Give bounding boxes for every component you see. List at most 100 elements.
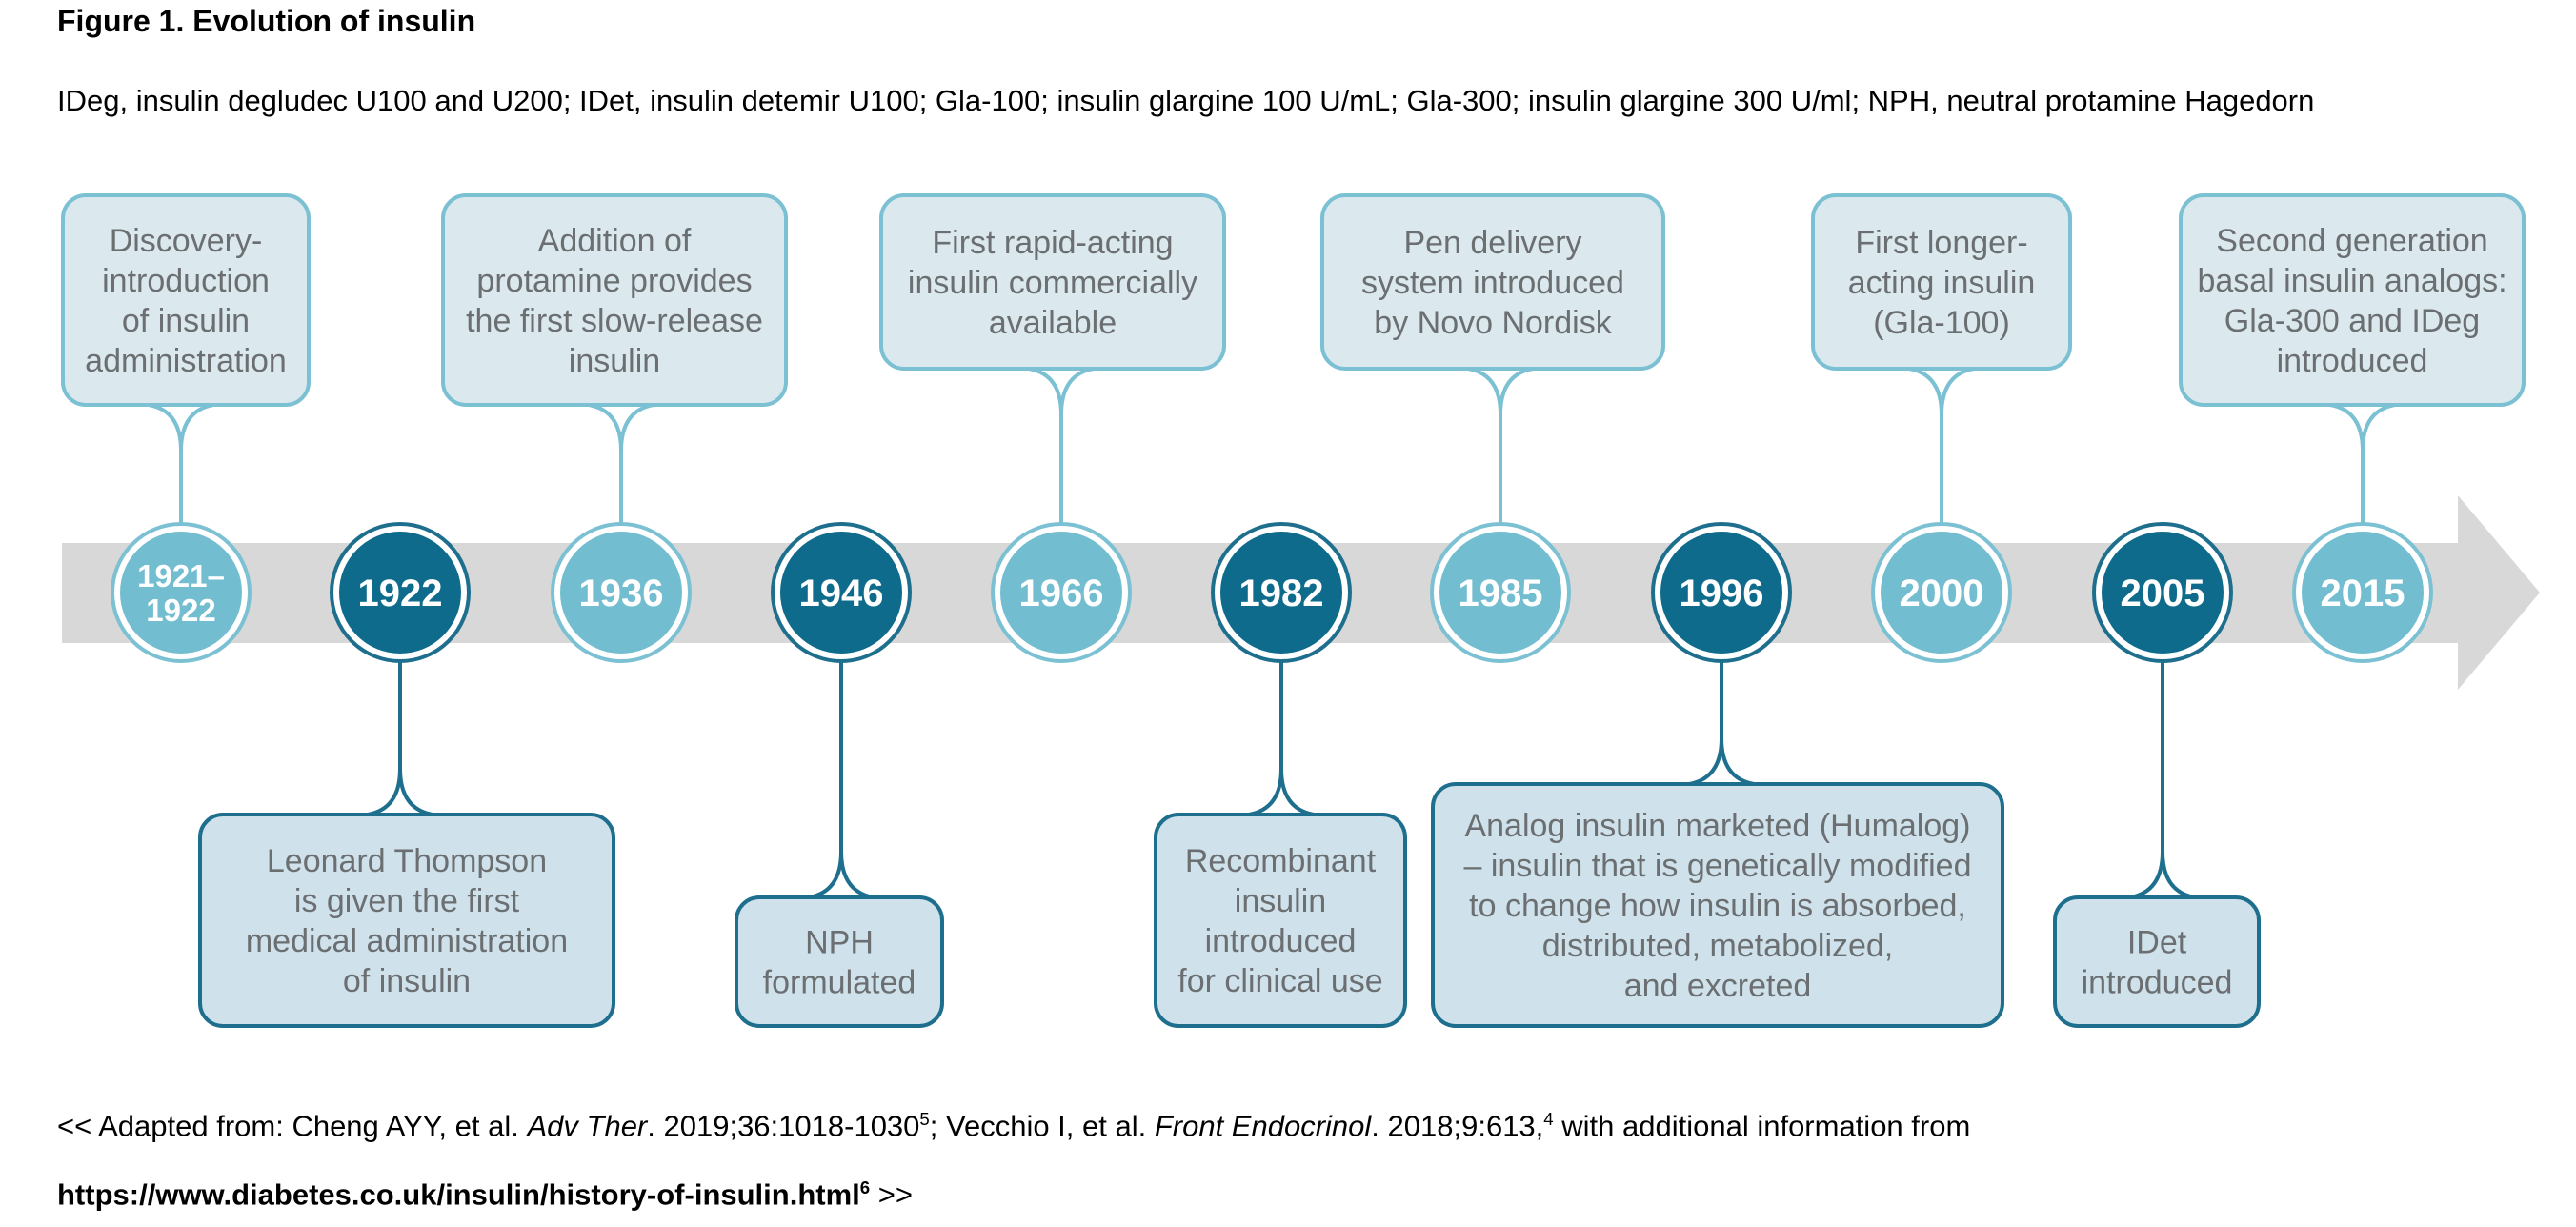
callout-text-line: insulin xyxy=(569,343,660,379)
callout-text-line: IDet xyxy=(2127,925,2187,961)
callout-text-line: Leonard Thompson xyxy=(267,843,547,879)
callout-text-line: Gla-300 and IDeg xyxy=(2224,303,2480,339)
callout-box-1996 xyxy=(1431,782,2004,1028)
year-label: 1921– xyxy=(137,558,225,593)
callout-text-line: First longer- xyxy=(1855,225,2027,261)
callout-box-1985 xyxy=(1320,193,1665,371)
citation-prefix: << Adapted from: Cheng AYY, et al. xyxy=(57,1109,528,1143)
callout-text-line: introduced xyxy=(2082,965,2233,1001)
callout-text-line: medical administration xyxy=(246,923,568,959)
callout-text-line: for clinical use xyxy=(1177,963,1382,999)
callout-text-line: First rapid-acting xyxy=(932,225,1173,261)
callout-text-line: by Novo Nordisk xyxy=(1374,305,1612,341)
callout-text-line: insulin xyxy=(1235,883,1326,919)
insulin-timeline-diagram: Discovery-introduction of insulin administ… xyxy=(61,193,2540,1028)
connector-1985 xyxy=(1467,367,1534,524)
year-label: 1922 xyxy=(358,573,443,614)
callout-text-line: acting insulin xyxy=(1848,265,2036,301)
callout-text-line: basal insulin analogs: xyxy=(2197,263,2506,299)
callout-text-line: Analog insulin marketed (Humalog) xyxy=(1464,808,1970,844)
callout-text-line: Pen delivery xyxy=(1403,225,1581,261)
year-label: 1922 xyxy=(146,593,215,628)
callout-text-line: available xyxy=(989,305,1117,341)
year-marker-19211922 xyxy=(120,532,242,654)
callout-box-1982 xyxy=(1154,813,1407,1028)
callouts-layer: Discovery-introduction of insulin administ… xyxy=(61,193,2526,1028)
connector-1922 xyxy=(367,661,433,816)
figure-title: Figure 1. Evolution of insulin xyxy=(57,4,476,38)
callout-text-line: introduction xyxy=(102,263,270,299)
callout-text-line: introduced xyxy=(2277,343,2428,379)
year-marker-2000 xyxy=(1881,532,2002,654)
callout-text-line: formulated xyxy=(763,965,916,1001)
connector-1982 xyxy=(1248,661,1315,816)
citation-journal-2: Front Endocrinol xyxy=(1154,1109,1372,1143)
year-label: 1985 xyxy=(1459,573,1543,614)
year-marker-1966 xyxy=(1000,532,1122,654)
connector-1996 xyxy=(1688,661,1755,786)
connector-2015 xyxy=(2329,403,2396,524)
callout-box-1922 xyxy=(198,813,615,1028)
callout-text-line: distributed, metabolized, xyxy=(1542,928,1894,964)
callout-text-line: of insulin xyxy=(343,963,471,999)
callout-text-line: administration xyxy=(85,343,287,379)
year-label: 2000 xyxy=(1900,573,1984,614)
callout-text-line: Recombinant xyxy=(1185,843,1377,879)
citation-end: >> xyxy=(870,1177,913,1212)
connector-2000 xyxy=(1908,367,1975,524)
callout-text-line: insulin commercially xyxy=(908,265,1197,301)
connector-1966 xyxy=(1028,367,1095,524)
citation-ref-2: . 2018;9:613, xyxy=(1371,1109,1544,1143)
callout-text-line: introduced xyxy=(1205,923,1357,959)
connector-1936 xyxy=(588,403,654,524)
year-marker-1936 xyxy=(560,532,682,654)
citation-sup-2: 4 xyxy=(1543,1109,1554,1129)
callout-text-line: NPH xyxy=(805,925,874,961)
year-label: 1982 xyxy=(1239,573,1324,614)
callout-text-line: (Gla-100) xyxy=(1873,305,2010,341)
year-label: 2015 xyxy=(2321,573,2405,614)
year-label: 2005 xyxy=(2121,573,2205,614)
year-marker-2005 xyxy=(2102,532,2224,654)
connector-1946 xyxy=(808,661,875,899)
year-label: 1996 xyxy=(1680,573,1764,614)
callout-box-19211922 xyxy=(61,193,311,407)
abbreviations-caption: IDeg, insulin degludec U100 and U200; ID… xyxy=(57,84,2315,117)
source-url-link[interactable]: https://www.diabetes.co.uk/insulin/histo… xyxy=(57,1177,860,1212)
citation-journal-1: Adv Ther xyxy=(527,1109,648,1143)
callout-box-2015 xyxy=(2179,193,2526,407)
source-citation: << Adapted from: Cheng AYY, et al. Adv T… xyxy=(57,1109,1970,1143)
source-url-line: https://www.diabetes.co.uk/insulin/histo… xyxy=(57,1177,913,1212)
citation-sup-1: 5 xyxy=(919,1109,930,1129)
citation-ref-1: . 2019;36:1018-1030 xyxy=(647,1109,920,1143)
callout-text-line: is given the first xyxy=(294,883,520,919)
year-marker-1922 xyxy=(339,532,461,654)
citation-suffix: with additional information from xyxy=(1553,1109,1971,1143)
callout-text-line: Addition of xyxy=(538,223,692,259)
callout-box-2000 xyxy=(1811,193,2072,371)
citation-mid: ; Vecchio I, et al. xyxy=(929,1109,1155,1143)
callout-box-1946 xyxy=(735,895,944,1028)
callout-text-line: Discovery- xyxy=(110,223,263,259)
year-markers-layer: 1921–1922 1922 1936 1946 1966 1982 1985 1996 200… xyxy=(111,522,2433,663)
year-label: 1936 xyxy=(579,573,664,614)
callout-text-line: system introduced xyxy=(1361,265,1624,301)
callout-box-2005 xyxy=(2053,895,2261,1028)
callout-box-1936 xyxy=(441,193,788,407)
callout-text-line: protamine provides xyxy=(476,263,752,299)
callout-text-line: – insulin that is genetically modified xyxy=(1464,848,1972,884)
year-marker-1985 xyxy=(1439,532,1561,654)
connector-19211922 xyxy=(148,403,214,524)
callout-text-line: the first slow-release xyxy=(466,303,763,339)
year-label: 1966 xyxy=(1019,573,1104,614)
citation-sup-3: 6 xyxy=(859,1177,871,1197)
callout-text-line: to change how insulin is absorbed, xyxy=(1469,888,1966,924)
year-label: 1946 xyxy=(799,573,884,614)
callout-text-line: of insulin xyxy=(122,303,250,339)
callout-box-1966 xyxy=(879,193,1226,371)
callout-text-line: Second generation xyxy=(2216,223,2487,259)
year-marker-1982 xyxy=(1220,532,1342,654)
year-marker-2015 xyxy=(2302,532,2424,654)
connector-2005 xyxy=(2129,661,2196,899)
callout-text-line: and excreted xyxy=(1624,968,1812,1004)
